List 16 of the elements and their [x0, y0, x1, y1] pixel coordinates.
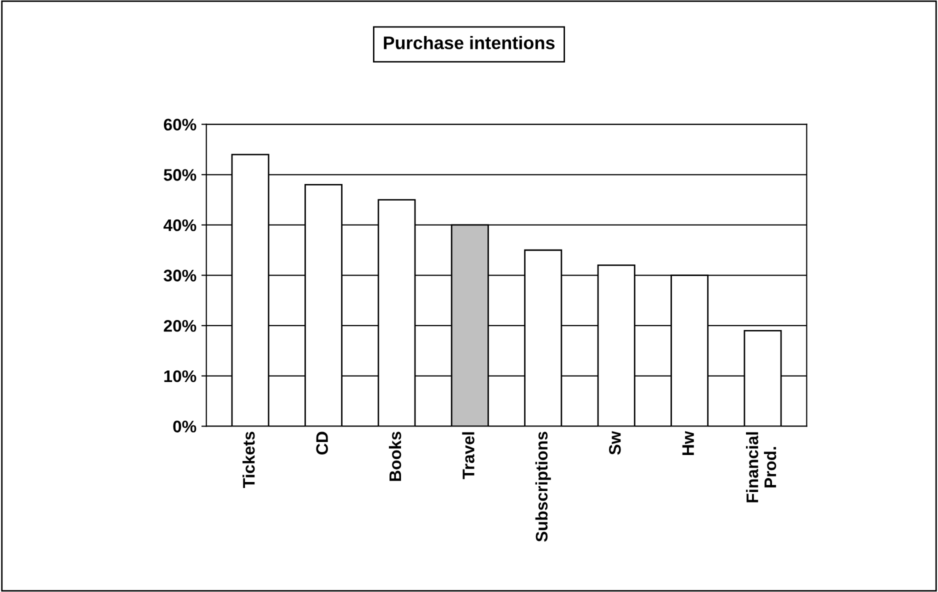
y-tick-label: 40%: [164, 219, 196, 232]
x-tick-label: CD: [316, 432, 328, 454]
y-tick-label: 20%: [164, 320, 196, 332]
x-tick-label: Travel: [462, 432, 474, 480]
y-tick-label: 60%: [164, 118, 196, 131]
x-tick-label: Tickets: [242, 432, 255, 488]
x-tick-label: Hw: [682, 431, 694, 455]
y-tick-label: 30%: [164, 270, 196, 282]
y-tick-label: 0%: [173, 420, 196, 432]
x-tick-label: Sw: [609, 431, 621, 455]
y-tick-label: 10%: [164, 370, 196, 382]
x-tick-label: Books: [388, 432, 402, 481]
chart-title: Purchase intentions: [384, 36, 555, 50]
x-tick-label: Subscriptions: [535, 432, 551, 542]
x-tick-label: Financial Prod.: [746, 432, 776, 502]
y-tick-label: 50%: [164, 169, 196, 181]
